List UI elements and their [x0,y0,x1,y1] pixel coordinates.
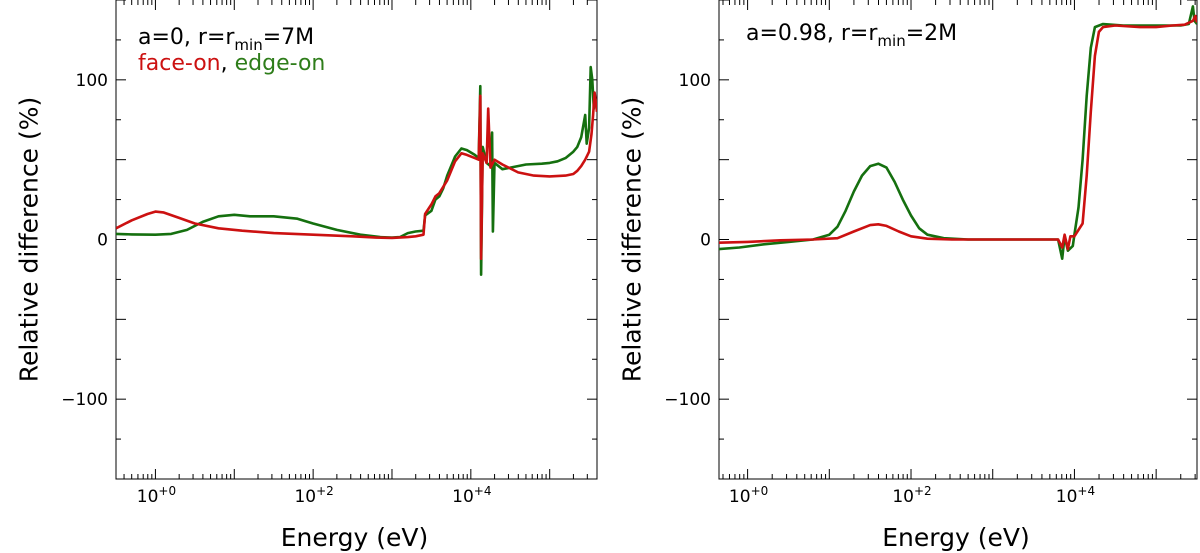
x-tick-exponent: +4 [1077,484,1095,498]
x-tick-label: 10+2 [294,484,333,507]
x-tick-exponent: +4 [474,484,492,498]
series-face-on [116,91,597,260]
panel-annotation: a=0, r=rmin=7M [138,25,314,54]
y-axis-label: Relative difference (%) [15,97,44,382]
x-tick-exponent: +2 [316,484,334,498]
plot-frame [718,0,1198,480]
annotation-subscript: min [234,36,262,54]
x-tick-base: 10 [452,487,474,507]
series-face-on [719,14,1197,251]
annotation-main: a=0.98, r=r [746,21,878,46]
x-tick-label: 10+4 [1056,484,1095,507]
x-tick-base: 10 [729,487,751,507]
y-tick-label: 100 [679,71,711,91]
x-tick-exponent: +0 [751,484,769,498]
legend: face-on, edge-on [138,51,325,76]
annotation-main: a=0, r=r [138,25,235,50]
x-tick-label: 10+4 [452,484,491,507]
x-tick-label: 10+0 [729,484,768,507]
y-tick-label: −100 [664,390,711,410]
panel-annotation: a=0.98, r=rmin=2M [746,21,957,50]
x-tick-base: 10 [294,487,316,507]
x-axis-label: Energy (eV) [281,523,428,552]
x-axis-label: Energy (eV) [882,523,1029,552]
y-tick-label: 0 [97,231,108,251]
x-tick-base: 10 [137,487,159,507]
legend-entry: edge-on [235,51,326,76]
series-edge-on [116,65,597,276]
legend-entry: , [221,51,235,76]
annotation-rest: =2M [906,21,957,46]
y-tick-label: −100 [61,390,108,410]
legend-entry: face-on [138,51,221,76]
x-tick-base: 10 [892,487,914,507]
annotation-subscript: min [877,32,905,50]
y-tick-label: 100 [76,71,108,91]
x-tick-base: 10 [1056,487,1078,507]
x-tick-exponent: +2 [914,484,932,498]
plot-frame [115,0,598,480]
x-tick-label: 10+0 [137,484,176,507]
x-tick-exponent: +0 [158,484,176,498]
y-axis-label: Relative difference (%) [618,97,647,382]
y-tick-label: 0 [700,231,711,251]
annotation-rest: =7M [263,25,314,50]
x-tick-label: 10+2 [892,484,931,507]
